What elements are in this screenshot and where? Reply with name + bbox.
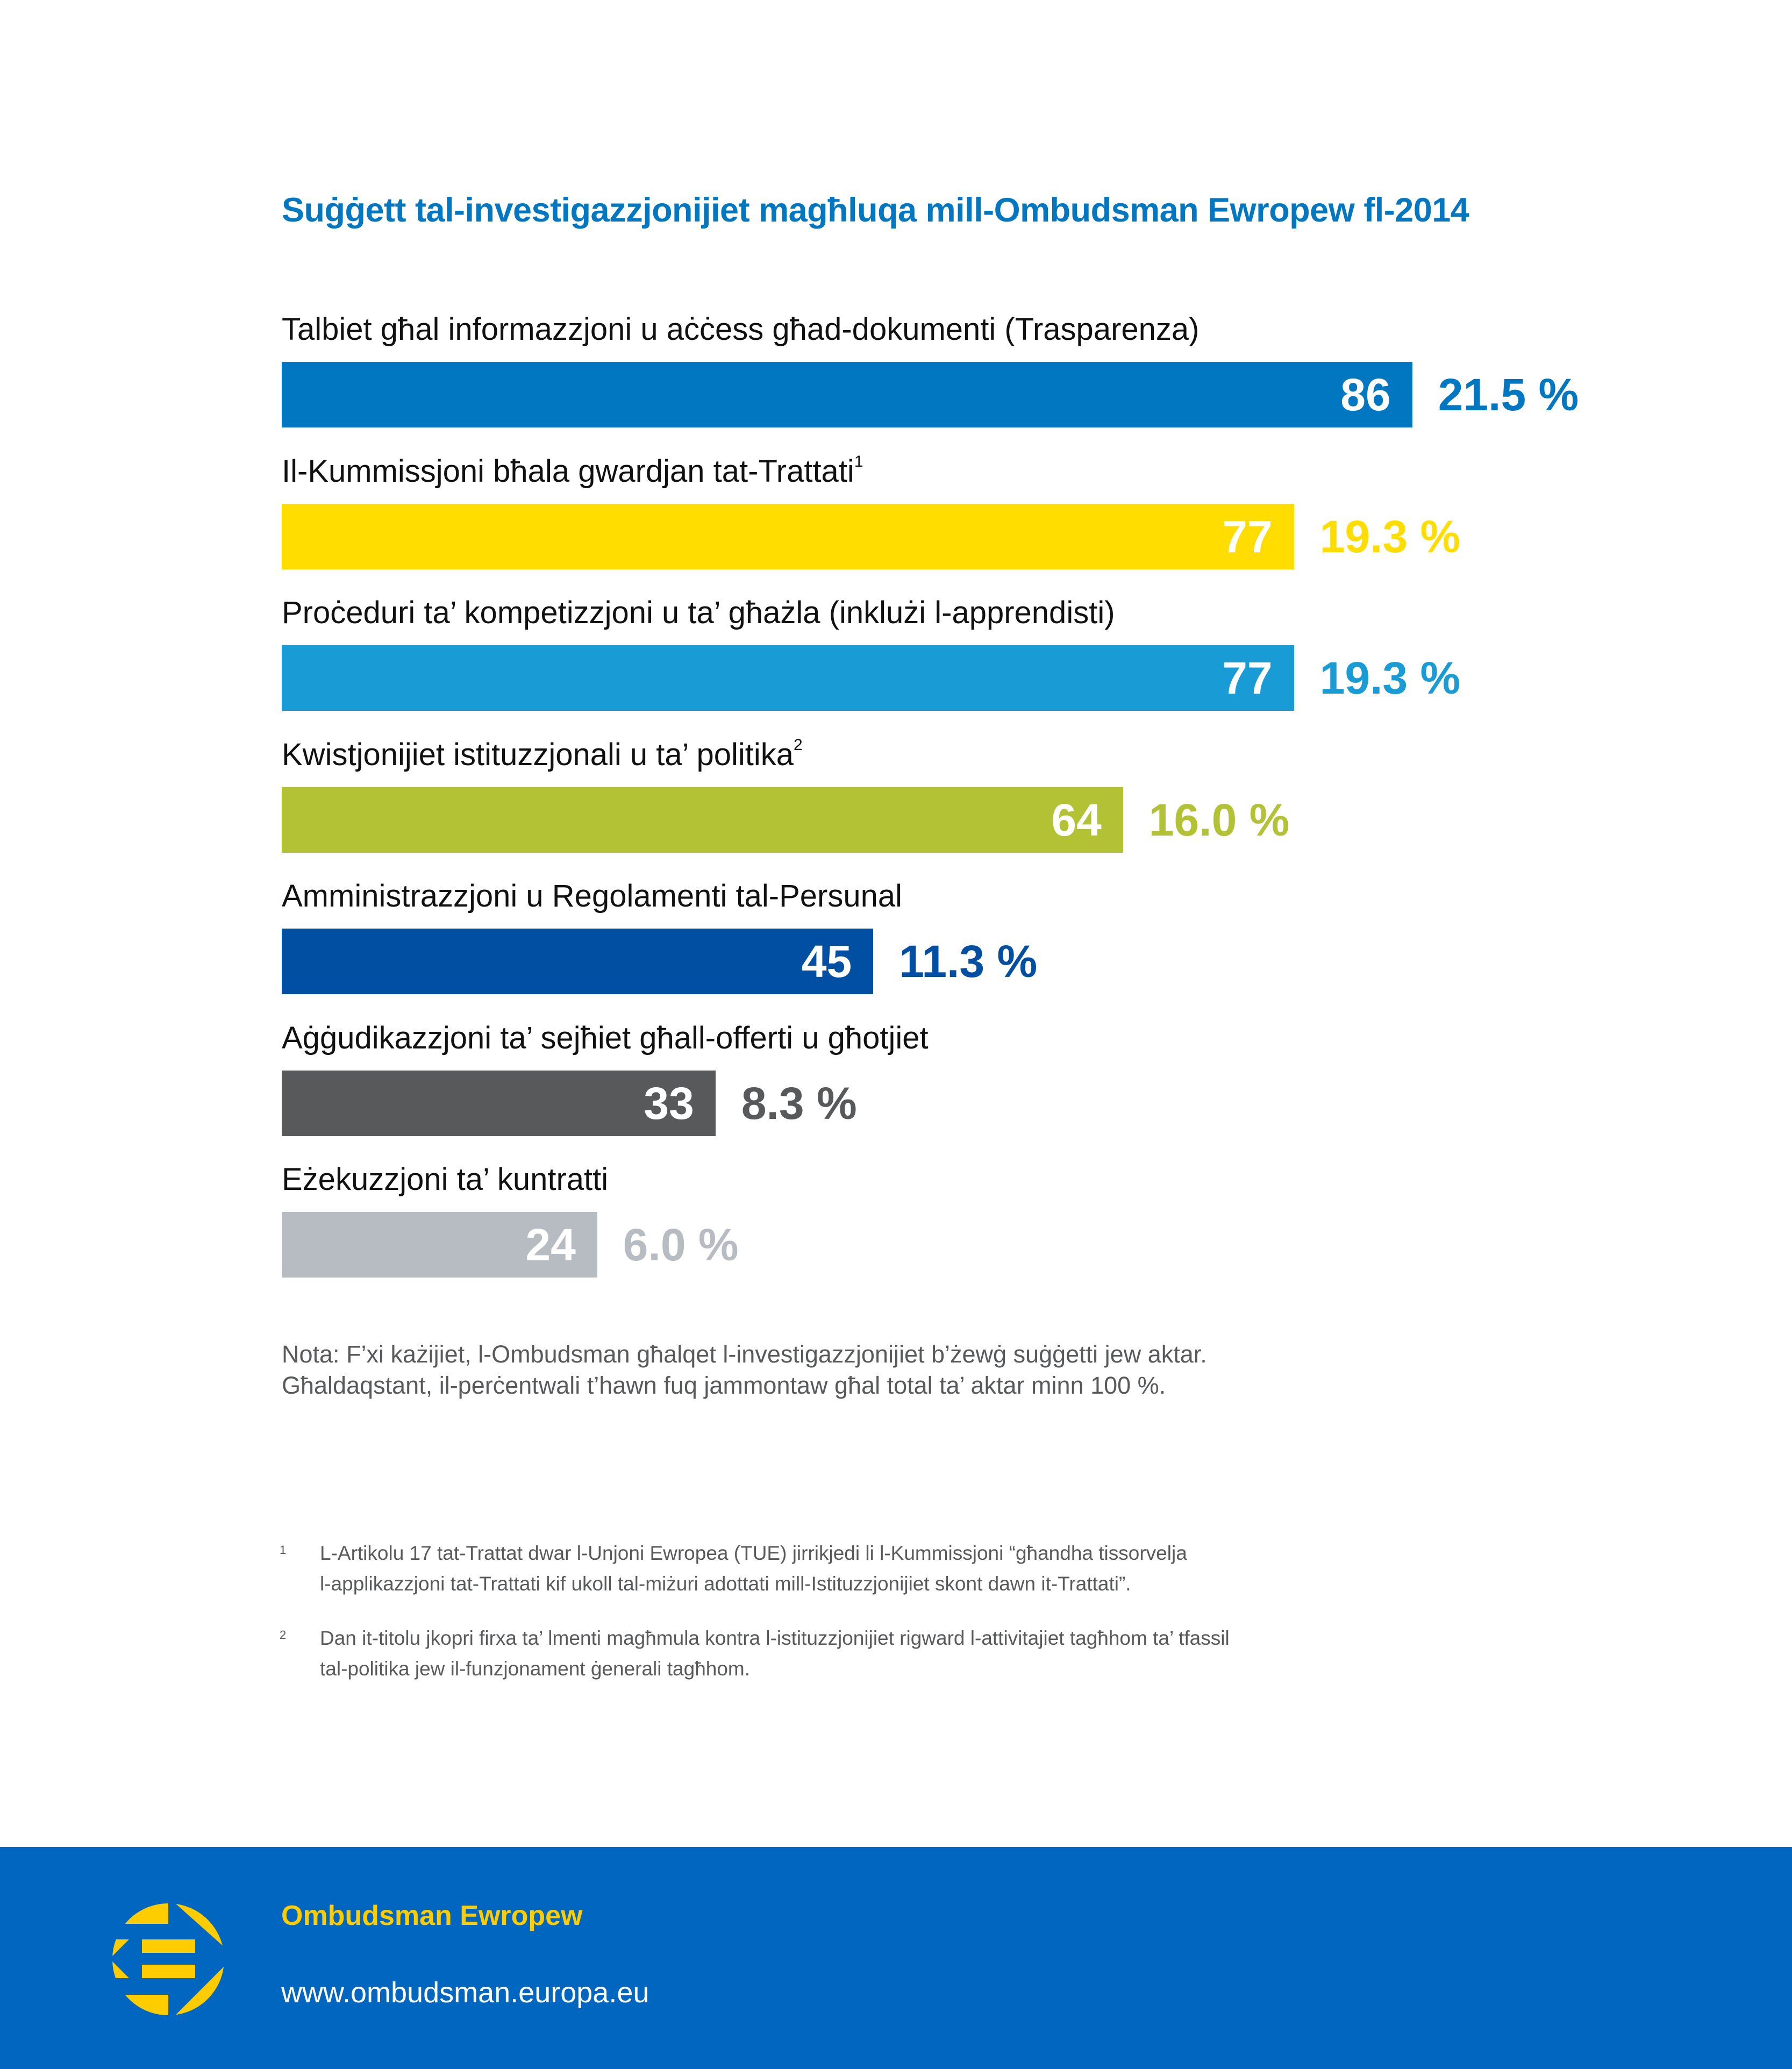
category-label: Aġġudikazzjoni ta’ sejħiet għall-offerti…: [282, 1020, 929, 1055]
bar-value-label: 64: [1051, 794, 1102, 845]
footnote-2: 2 Dan it-titolu jkopri firxa ta’ lmenti …: [280, 1623, 1409, 1684]
footnote-1: 1 L-Artikolu 17 tat-Trattat dwar l-Unjon…: [280, 1538, 1409, 1599]
footnote-ref: 1: [854, 452, 863, 470]
category-label-text: Eżekuzzjoni ta’ kuntratti: [282, 1162, 609, 1197]
category-label-text: Amministrazzjoni u Regolamenti tal-Persu…: [282, 879, 903, 914]
bar-value-label: 24: [525, 1219, 576, 1270]
category-label-text: Talbiet għal informazzjoni u aċċess għad…: [282, 312, 1200, 347]
footnote-marker: 2: [280, 1628, 287, 1642]
category-label-text: Kwistjonijiet istituzzjonali u ta’ polit…: [282, 737, 794, 772]
bar: 64: [282, 787, 1123, 853]
chart-title: Suġġett tal-investigazzjonijiet magħluqa…: [282, 191, 1469, 229]
bar-percent-label: 11.3 %: [899, 936, 1038, 987]
bar-value-label: 33: [644, 1078, 694, 1129]
organization-name: Ombudsman Ewropew: [281, 1900, 583, 1931]
category-label: Proċeduri ta’ kompetizzjoni u ta’ għażla…: [282, 597, 1115, 629]
footer-band: Ombudsman Ewropew www.ombudsman.europa.e…: [0, 1847, 1792, 2069]
category-label-text: Aġġudikazzjoni ta’ sejħiet għall-offerti…: [282, 1020, 929, 1055]
chart-note: Nota: F’xi każijiet, l-Ombudsman għalqet…: [282, 1339, 1207, 1401]
footnote-line: L-Artikolu 17 tat-Trattat dwar l-Unjoni …: [320, 1542, 1187, 1564]
footnote-ref: 2: [794, 736, 803, 754]
bar-chart: Talbiet għal informazzjoni u aċċess għad…: [282, 314, 1579, 1278]
bar: 33: [282, 1070, 716, 1136]
bar: 45: [282, 929, 874, 994]
bar-value-label: 45: [801, 936, 852, 987]
bar-percent-label: 16.0 %: [1148, 794, 1290, 845]
bar-percent-label: 21.5 %: [1438, 369, 1579, 420]
category-label-text: Il-Kummissjoni bħala gwardjan tat-Tratta…: [282, 453, 854, 489]
bar: 24: [282, 1212, 597, 1278]
european-ombudsman-logo-icon: [112, 1903, 224, 2015]
category-label: Amministrazzjoni u Regolamenti tal-Persu…: [282, 881, 902, 912]
bar-value-label: 77: [1222, 653, 1273, 703]
bar: 77: [282, 645, 1294, 711]
footnote-marker: 1: [280, 1543, 287, 1557]
footnote-line: tal-politika jew il-funzjonament ġeneral…: [320, 1658, 751, 1680]
note-line: Għaldaqstant, il-perċentwali t’hawn fuq …: [282, 1372, 1166, 1399]
bar-value-label: 86: [1340, 369, 1391, 420]
category-label: Talbiet għal informazzjoni u aċċess għad…: [282, 314, 1199, 345]
bar-percent-label: 19.3 %: [1319, 653, 1461, 703]
note-line: Nota: F’xi każijiet, l-Ombudsman għalqet…: [282, 1340, 1207, 1368]
footnote-line: l-applikazzjoni tat-Trattati kif ukoll t…: [320, 1573, 1131, 1595]
bar-percent-label: 8.3 %: [741, 1078, 857, 1129]
category-label: Il-Kummissjoni bħala gwardjan tat-Tratta…: [282, 452, 863, 489]
bar-percent-label: 6.0 %: [623, 1219, 739, 1270]
footnotes: 1 L-Artikolu 17 tat-Trattat dwar l-Unjon…: [280, 1538, 1409, 1708]
website-link[interactable]: www.ombudsman.europa.eu: [281, 1977, 649, 2009]
category-label: Kwistjonijiet istituzzjonali u ta’ polit…: [282, 736, 803, 772]
bar: 77: [282, 503, 1294, 569]
bar: 86: [282, 362, 1412, 427]
category-label-text: Proċeduri ta’ kompetizzjoni u ta’ għażla…: [282, 595, 1115, 630]
bar-value-label: 77: [1222, 511, 1273, 562]
category-label: Eżekuzzjoni ta’ kuntratti: [282, 1164, 608, 1195]
bar-percent-label: 19.3 %: [1319, 511, 1461, 562]
footnote-line: Dan it-titolu jkopri firxa ta’ lmenti ma…: [320, 1627, 1230, 1649]
